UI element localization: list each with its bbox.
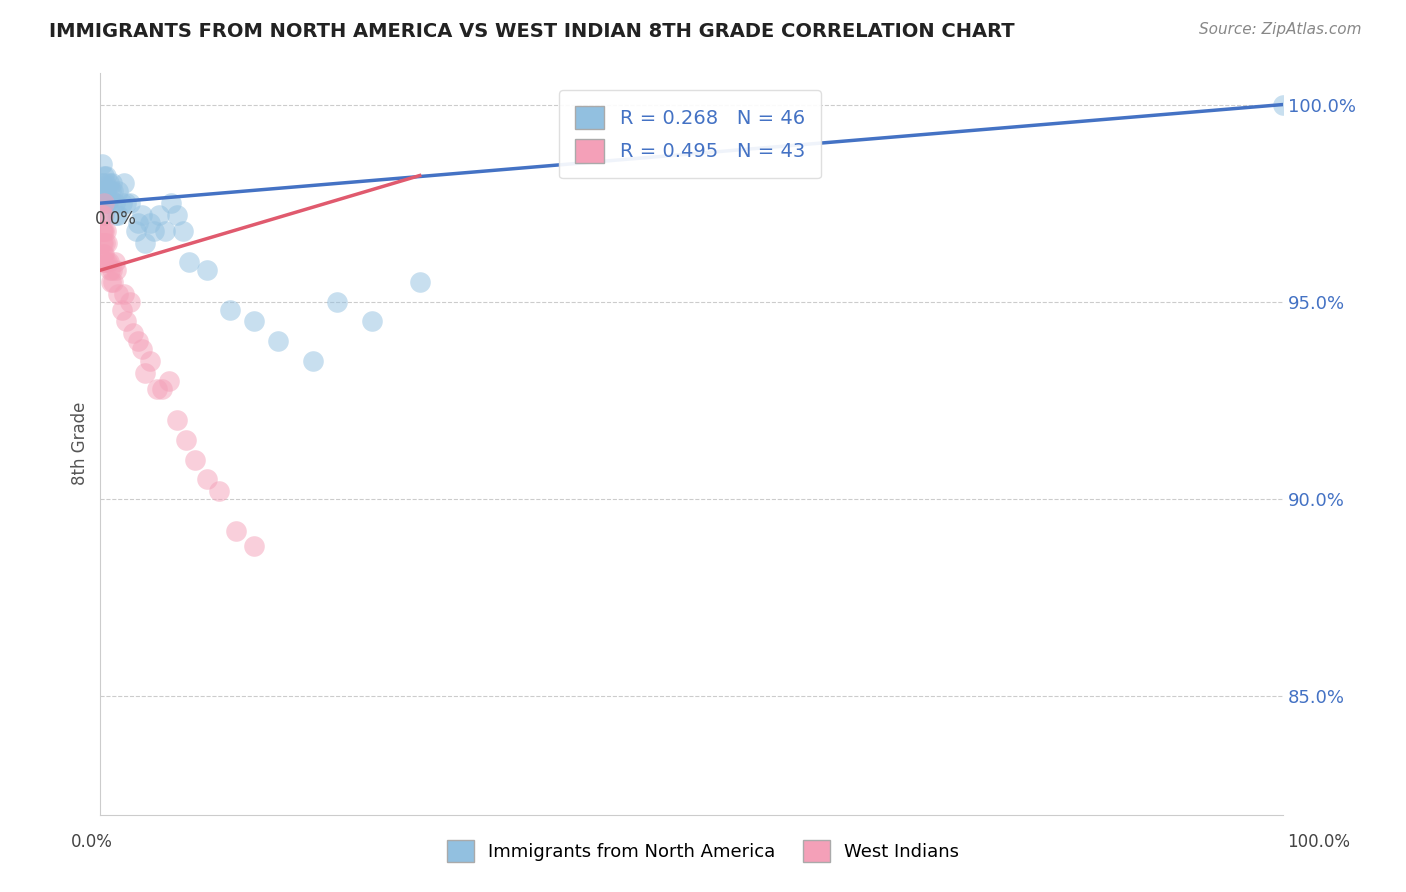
Legend: R = 0.268   N = 46, R = 0.495   N = 43: R = 0.268 N = 46, R = 0.495 N = 43 <box>560 90 821 178</box>
Point <box>100 275 122 289</box>
Text: Source: ZipAtlas.com: Source: ZipAtlas.com <box>1198 22 1361 37</box>
Point <box>107 286 129 301</box>
Point <box>267 334 290 349</box>
Text: 100.0%: 100.0% <box>1288 833 1350 851</box>
Point <box>157 374 180 388</box>
Point <box>98 192 121 206</box>
Point <box>111 302 134 317</box>
Point <box>408 275 430 289</box>
Point <box>302 354 325 368</box>
Point <box>96 169 118 183</box>
Legend: Immigrants from North America, West Indians: Immigrants from North America, West Indi… <box>440 833 966 870</box>
Point <box>90 224 112 238</box>
Point <box>104 263 127 277</box>
Point <box>125 224 148 238</box>
Point <box>207 484 229 499</box>
Point <box>91 208 114 222</box>
Point <box>96 196 118 211</box>
Point <box>243 314 266 328</box>
Point <box>103 255 125 269</box>
Point <box>150 382 173 396</box>
Point <box>134 235 156 250</box>
Point <box>90 177 112 191</box>
Point <box>93 208 115 222</box>
Point <box>94 196 117 211</box>
Point <box>91 184 114 198</box>
Point <box>166 208 188 222</box>
Point <box>90 157 112 171</box>
Point <box>101 177 124 191</box>
Point <box>93 169 115 183</box>
Point <box>1272 97 1295 112</box>
Point <box>112 177 135 191</box>
Point <box>142 224 165 238</box>
Point <box>93 224 115 238</box>
Point <box>111 196 134 211</box>
Point <box>172 224 194 238</box>
Point <box>97 255 120 269</box>
Point <box>96 224 118 238</box>
Point <box>155 224 177 238</box>
Point <box>96 235 118 250</box>
Point <box>146 382 169 396</box>
Point <box>118 294 141 309</box>
Point <box>91 224 114 238</box>
Point <box>115 196 138 211</box>
Point <box>94 177 117 191</box>
Point <box>94 255 117 269</box>
Point <box>98 263 121 277</box>
Point <box>148 208 170 222</box>
Point <box>91 235 114 250</box>
Text: 0.0%: 0.0% <box>94 211 136 228</box>
Point <box>96 184 118 198</box>
Point <box>127 334 149 349</box>
Point <box>104 208 127 222</box>
Point <box>195 263 218 277</box>
Text: IMMIGRANTS FROM NORTH AMERICA VS WEST INDIAN 8TH GRADE CORRELATION CHART: IMMIGRANTS FROM NORTH AMERICA VS WEST IN… <box>49 22 1015 41</box>
Point <box>326 294 349 309</box>
Point <box>177 255 200 269</box>
Point <box>103 184 125 198</box>
Point <box>122 326 145 341</box>
Point <box>103 275 125 289</box>
Point <box>131 342 153 356</box>
Y-axis label: 8th Grade: 8th Grade <box>72 402 89 485</box>
Text: 0.0%: 0.0% <box>70 833 112 851</box>
Point <box>97 177 120 191</box>
Point <box>243 539 266 553</box>
Point <box>100 184 122 198</box>
Point <box>90 255 112 269</box>
Point <box>90 208 112 222</box>
Point <box>107 208 129 222</box>
Point <box>107 184 129 198</box>
Point <box>94 235 117 250</box>
Point <box>93 196 115 211</box>
Point <box>139 354 162 368</box>
Point <box>127 216 149 230</box>
Point <box>361 314 384 328</box>
Point <box>90 235 112 250</box>
Point <box>96 255 118 269</box>
Point <box>160 196 183 211</box>
Point <box>91 247 114 261</box>
Point <box>112 286 135 301</box>
Point <box>225 524 247 538</box>
Point <box>118 196 141 211</box>
Point <box>93 184 115 198</box>
Point <box>174 433 197 447</box>
Point <box>101 263 124 277</box>
Point <box>103 196 125 211</box>
Point <box>93 247 115 261</box>
Point <box>184 452 207 467</box>
Point <box>219 302 242 317</box>
Point <box>131 208 153 222</box>
Point <box>115 314 138 328</box>
Point <box>166 413 188 427</box>
Point <box>139 216 162 230</box>
Point <box>195 472 218 486</box>
Point <box>91 196 114 211</box>
Point <box>134 366 156 380</box>
